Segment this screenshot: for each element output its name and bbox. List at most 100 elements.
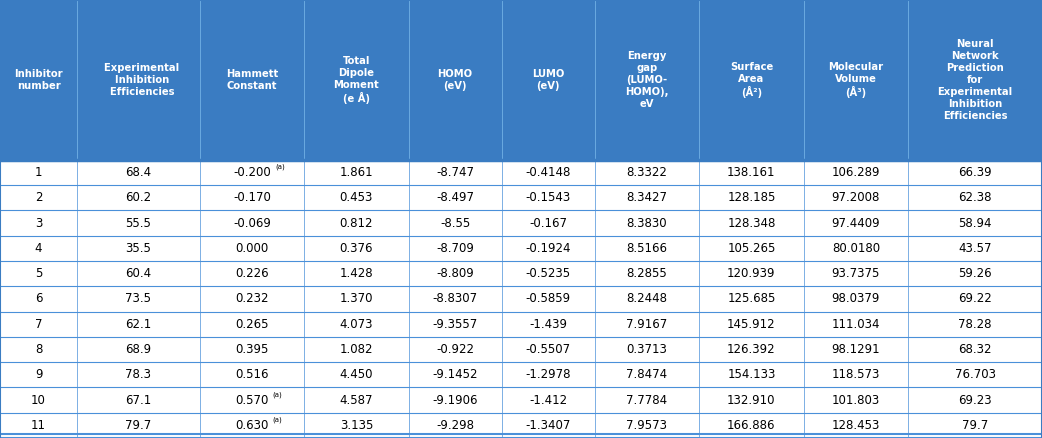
Bar: [200, 0, 304, 160]
Bar: [77, 236, 200, 261]
Bar: [908, 210, 1042, 236]
Bar: [200, 236, 304, 261]
Bar: [699, 210, 803, 236]
Text: 111.034: 111.034: [832, 318, 880, 331]
Text: 8.3427: 8.3427: [626, 191, 668, 204]
Bar: [595, 185, 699, 210]
Text: 7.7784: 7.7784: [626, 394, 668, 406]
Bar: [908, 286, 1042, 311]
Text: 9: 9: [34, 368, 43, 381]
Text: -8.809: -8.809: [437, 267, 474, 280]
Text: 0.516: 0.516: [235, 368, 269, 381]
Text: 3.135: 3.135: [340, 419, 373, 432]
Text: 4.587: 4.587: [340, 394, 373, 406]
Text: 0.376: 0.376: [340, 242, 373, 255]
Text: Surface
Area
(Å²): Surface Area (Å²): [729, 62, 773, 98]
Text: 120.939: 120.939: [727, 267, 775, 280]
Text: -0.167: -0.167: [529, 216, 567, 230]
Text: 58.94: 58.94: [959, 216, 992, 230]
Bar: [77, 311, 200, 337]
Text: (a): (a): [273, 391, 282, 398]
Bar: [200, 286, 304, 311]
Bar: [304, 210, 408, 236]
Bar: [595, 311, 699, 337]
Bar: [77, 413, 200, 438]
Bar: [908, 311, 1042, 337]
Bar: [501, 286, 595, 311]
Text: -1.439: -1.439: [529, 318, 567, 331]
Bar: [501, 160, 595, 185]
Bar: [408, 286, 501, 311]
Bar: [803, 261, 908, 286]
Text: 68.9: 68.9: [125, 343, 151, 356]
Bar: [304, 0, 408, 160]
Text: 3: 3: [34, 216, 43, 230]
Bar: [595, 160, 699, 185]
Text: 7.9167: 7.9167: [626, 318, 668, 331]
Text: 8.5166: 8.5166: [626, 242, 668, 255]
Bar: [0, 311, 77, 337]
Bar: [699, 0, 803, 160]
Text: Neural
Network
Prediction
for
Experimental
Inhibition
Efficiencies: Neural Network Prediction for Experiment…: [938, 39, 1013, 121]
Bar: [803, 337, 908, 362]
Text: 0.226: 0.226: [235, 267, 269, 280]
Text: 68.32: 68.32: [959, 343, 992, 356]
Bar: [304, 413, 408, 438]
Text: 1.082: 1.082: [340, 343, 373, 356]
Text: 60.4: 60.4: [125, 267, 151, 280]
Text: -0.1543: -0.1543: [525, 191, 571, 204]
Bar: [304, 362, 408, 388]
Bar: [803, 286, 908, 311]
Text: 128.185: 128.185: [727, 191, 775, 204]
Bar: [803, 311, 908, 337]
Bar: [803, 0, 908, 160]
Text: 97.4409: 97.4409: [832, 216, 880, 230]
Text: 4.450: 4.450: [340, 368, 373, 381]
Text: 138.161: 138.161: [727, 166, 775, 179]
Bar: [200, 261, 304, 286]
Bar: [77, 261, 200, 286]
Text: 0.395: 0.395: [235, 343, 269, 356]
Bar: [408, 362, 501, 388]
Text: 0.812: 0.812: [340, 216, 373, 230]
Text: 8.3830: 8.3830: [626, 216, 667, 230]
Text: 0.3713: 0.3713: [626, 343, 668, 356]
Text: 4.073: 4.073: [340, 318, 373, 331]
Text: -0.5859: -0.5859: [525, 293, 571, 305]
Text: 5: 5: [34, 267, 43, 280]
Bar: [200, 185, 304, 210]
Bar: [77, 286, 200, 311]
Bar: [0, 185, 77, 210]
Bar: [408, 311, 501, 337]
Text: -0.4148: -0.4148: [525, 166, 571, 179]
Bar: [908, 160, 1042, 185]
Bar: [595, 337, 699, 362]
Text: 105.265: 105.265: [727, 242, 775, 255]
Text: 35.5: 35.5: [125, 242, 151, 255]
Text: 118.573: 118.573: [832, 368, 880, 381]
Bar: [0, 261, 77, 286]
Text: 101.803: 101.803: [832, 394, 880, 406]
Text: 78.28: 78.28: [959, 318, 992, 331]
Bar: [501, 236, 595, 261]
Text: 1.428: 1.428: [340, 267, 373, 280]
Text: 98.1291: 98.1291: [832, 343, 880, 356]
Bar: [699, 311, 803, 337]
Bar: [408, 160, 501, 185]
Text: 8.2448: 8.2448: [626, 293, 668, 305]
Text: LUMO
(eV): LUMO (eV): [532, 69, 565, 91]
Text: 125.685: 125.685: [727, 293, 775, 305]
Text: 145.912: 145.912: [727, 318, 775, 331]
Text: -8.8307: -8.8307: [432, 293, 477, 305]
Text: -1.3407: -1.3407: [525, 419, 571, 432]
Bar: [908, 362, 1042, 388]
Bar: [501, 337, 595, 362]
Bar: [908, 236, 1042, 261]
Text: Molecular
Volume
(Å³): Molecular Volume (Å³): [828, 62, 884, 98]
Text: 11: 11: [31, 419, 46, 432]
Text: 7: 7: [34, 318, 43, 331]
Text: 10: 10: [31, 394, 46, 406]
Text: 166.886: 166.886: [727, 419, 775, 432]
Text: 79.7: 79.7: [125, 419, 151, 432]
Text: Energy
gap
(LUMO-
HOMO),
eV: Energy gap (LUMO- HOMO), eV: [625, 51, 669, 109]
